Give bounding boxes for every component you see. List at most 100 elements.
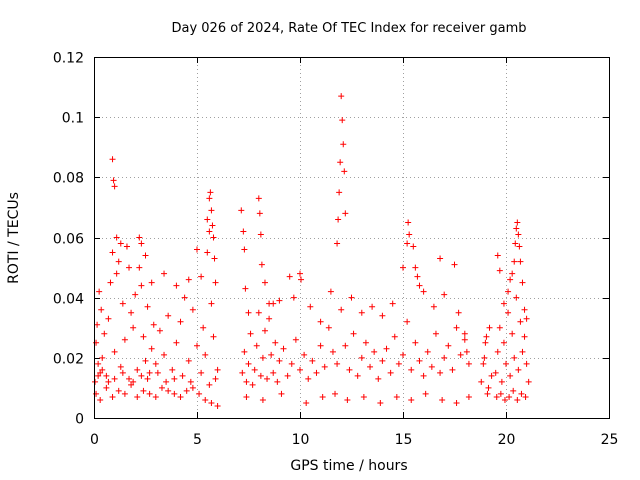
data-point: [128, 381, 135, 388]
data-point: [93, 390, 100, 397]
data-point: [198, 369, 205, 376]
y-tick-label: 0: [75, 412, 84, 428]
data-point: [509, 270, 516, 277]
data-point: [498, 378, 505, 385]
data-point: [243, 393, 250, 400]
data-point: [503, 360, 509, 367]
data-point: [437, 369, 444, 376]
data-point: [481, 354, 488, 361]
data-point: [136, 234, 143, 241]
data-point: [261, 279, 268, 286]
data-point: [383, 345, 390, 352]
data-point: [241, 348, 248, 355]
data-point: [136, 264, 143, 271]
data-point: [258, 261, 265, 268]
data-point: [140, 387, 147, 394]
data-point: [121, 336, 128, 343]
data-point: [146, 369, 153, 376]
data-point: [214, 366, 221, 373]
data-point: [338, 306, 345, 313]
data-point: [257, 372, 264, 379]
data-point: [259, 354, 266, 361]
data-point: [465, 393, 472, 400]
data-point: [134, 366, 141, 373]
data-point: [510, 387, 517, 394]
data-point: [337, 159, 344, 166]
data-point: [266, 315, 273, 322]
data-point: [208, 399, 215, 406]
data-point: [109, 249, 116, 256]
data-point: [161, 351, 168, 358]
data-point: [171, 390, 178, 397]
data-point: [480, 360, 487, 367]
data-point: [408, 366, 415, 373]
data-point: [113, 234, 120, 241]
data-point: [441, 291, 448, 298]
data-point: [307, 303, 314, 310]
data-point: [208, 207, 215, 214]
data-point: [286, 273, 293, 280]
data-point: [290, 294, 297, 301]
data-point: [110, 177, 117, 184]
data-point: [430, 303, 437, 310]
data-point: [99, 366, 106, 373]
data-point: [177, 393, 184, 400]
x-axis-label: GPS time / hours: [290, 458, 407, 474]
data-point: [404, 240, 411, 247]
data-point: [420, 288, 427, 295]
data-point: [209, 222, 216, 229]
data-point: [177, 318, 184, 325]
data-point: [165, 312, 172, 319]
data-point: [334, 360, 341, 367]
data-point: [251, 366, 258, 373]
data-point: [303, 399, 310, 406]
data-point: [245, 309, 252, 316]
data-point: [210, 333, 217, 340]
data-point: [453, 324, 460, 331]
data-point: [309, 357, 316, 364]
data-point: [416, 282, 423, 289]
data-point: [517, 258, 524, 265]
data-point: [121, 390, 128, 397]
data-point: [117, 363, 124, 370]
data-point: [158, 384, 165, 391]
data-point: [214, 402, 221, 409]
data-point: [126, 375, 133, 382]
data-point: [130, 378, 137, 385]
data-point: [101, 330, 108, 337]
y-tick-label: 0.04: [53, 292, 84, 308]
data-point: [387, 369, 394, 376]
data-point: [103, 372, 110, 379]
data-point: [268, 351, 275, 358]
data-point: [152, 360, 159, 367]
data-point: [169, 366, 176, 373]
x-tick-label: 25: [601, 432, 619, 448]
data-point: [204, 249, 211, 256]
data-point: [317, 318, 324, 325]
data-point: [339, 117, 346, 124]
data-point: [511, 354, 518, 361]
data-point: [518, 390, 525, 397]
data-point: [509, 330, 516, 337]
data-point: [379, 312, 386, 319]
data-point: [210, 234, 217, 241]
data-point: [500, 300, 507, 307]
data-point: [138, 240, 145, 247]
data-point: [206, 195, 213, 202]
data-point: [255, 309, 262, 316]
data-point: [144, 303, 151, 310]
data-point: [437, 255, 444, 262]
data-point: [342, 342, 349, 349]
data-point: [488, 372, 495, 379]
data-point: [519, 348, 526, 355]
data-point: [496, 324, 503, 331]
data-point: [179, 372, 186, 379]
data-point: [128, 309, 135, 316]
data-point: [212, 279, 219, 286]
data-point: [212, 375, 219, 382]
data-point: [92, 378, 99, 385]
data-point: [451, 261, 458, 268]
data-point: [99, 354, 106, 361]
data-point: [189, 306, 196, 313]
data-point: [298, 276, 305, 283]
